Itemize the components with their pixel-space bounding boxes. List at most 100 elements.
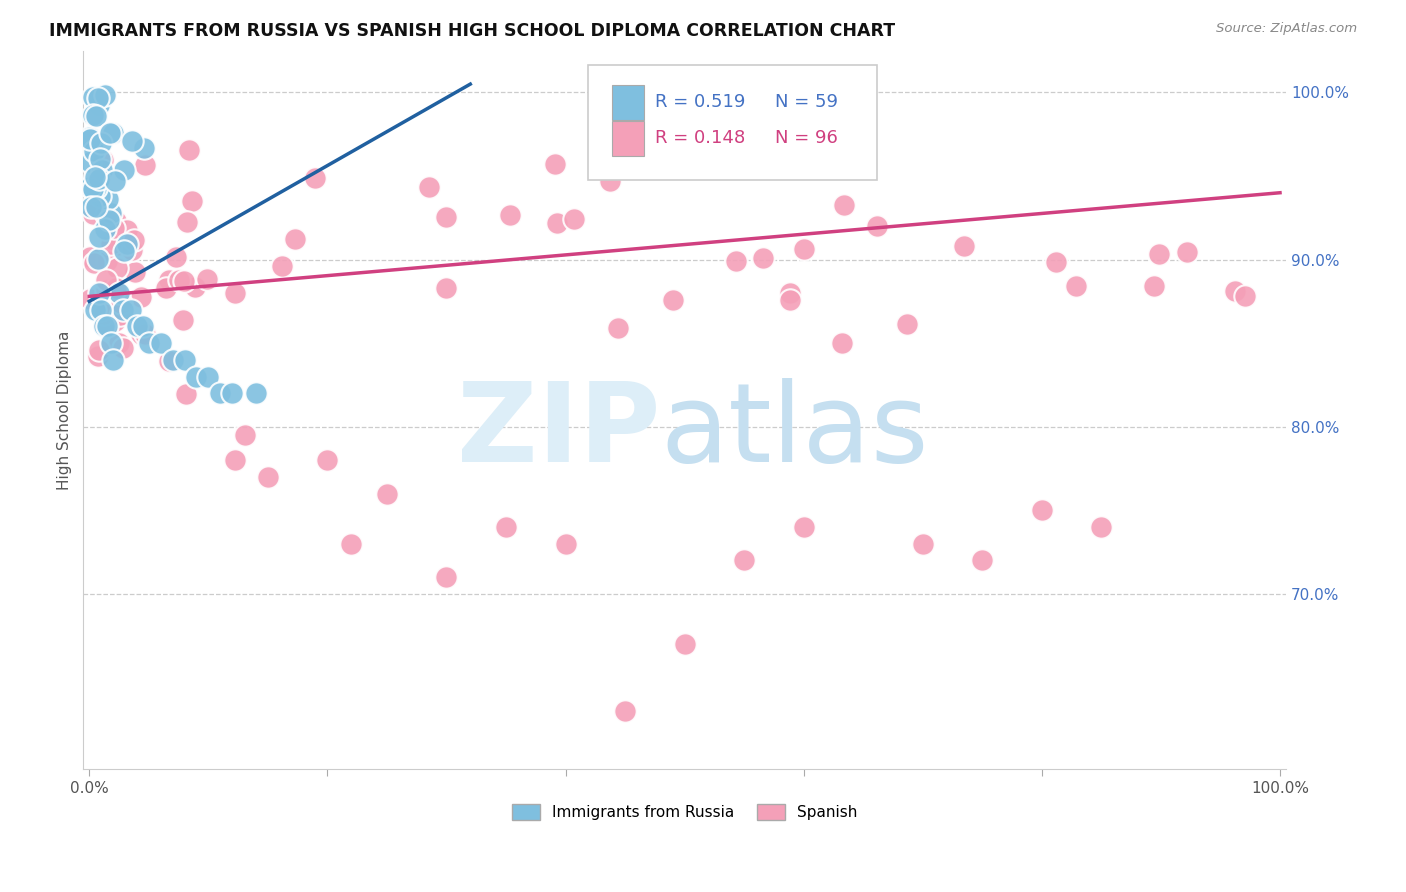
Point	[89, 152, 111, 166]
Point	[896, 317, 918, 331]
Point	[84, 180, 107, 194]
Point	[87, 230, 110, 244]
Point	[173, 352, 195, 367]
Point	[82, 108, 104, 122]
Point	[607, 321, 630, 335]
Point	[90, 302, 112, 317]
FancyBboxPatch shape	[589, 65, 877, 180]
Point	[155, 281, 177, 295]
Point	[82, 207, 104, 221]
Point	[173, 274, 195, 288]
Point	[1045, 255, 1067, 269]
Point	[134, 158, 156, 172]
Point	[96, 254, 118, 268]
Point	[94, 88, 117, 103]
Point	[87, 252, 110, 267]
Point	[1090, 520, 1112, 534]
Point	[770, 133, 793, 147]
Point	[316, 453, 339, 467]
Point	[83, 256, 105, 270]
Point	[436, 210, 458, 224]
Point	[108, 285, 131, 300]
Point	[89, 174, 111, 188]
Point	[82, 89, 104, 103]
Point	[91, 163, 114, 178]
Point	[1143, 278, 1166, 293]
Point	[82, 182, 104, 196]
Point	[1175, 244, 1198, 259]
Point	[673, 637, 696, 651]
Point	[104, 314, 127, 328]
Point	[79, 155, 101, 169]
Point	[614, 704, 637, 718]
Point	[953, 238, 976, 252]
Point	[105, 238, 128, 252]
Point	[103, 221, 125, 235]
Point	[100, 205, 122, 219]
Y-axis label: High School Diploma: High School Diploma	[58, 330, 72, 490]
Point	[90, 136, 112, 151]
Point	[79, 251, 101, 265]
Point	[117, 236, 139, 251]
Point	[165, 250, 187, 264]
Point	[245, 386, 267, 401]
FancyBboxPatch shape	[613, 85, 644, 120]
Point	[84, 109, 107, 123]
Point	[111, 302, 134, 317]
Point	[340, 537, 363, 551]
Point	[121, 134, 143, 148]
Text: N = 59: N = 59	[775, 94, 838, 112]
Point	[375, 486, 398, 500]
Point	[83, 182, 105, 196]
Point	[176, 215, 198, 229]
Point	[167, 273, 190, 287]
Point	[80, 200, 103, 214]
Point	[93, 307, 115, 321]
Point	[157, 354, 180, 368]
Point	[181, 194, 204, 208]
Legend: Immigrants from Russia, Spanish: Immigrants from Russia, Spanish	[506, 797, 863, 826]
Point	[1147, 247, 1170, 261]
Point	[115, 223, 138, 237]
Point	[235, 428, 257, 442]
Point	[83, 145, 105, 159]
Point	[111, 342, 134, 356]
Point	[89, 343, 111, 357]
Point	[98, 126, 121, 140]
Text: Source: ZipAtlas.com: Source: ZipAtlas.com	[1216, 22, 1357, 36]
Point	[779, 293, 801, 307]
Point	[221, 386, 243, 401]
Point	[97, 193, 120, 207]
Point	[972, 553, 994, 567]
Point	[599, 174, 621, 188]
Point	[132, 140, 155, 154]
Point	[94, 208, 117, 222]
Point	[79, 180, 101, 194]
Point	[125, 319, 148, 334]
Point	[162, 352, 184, 367]
Point	[1234, 289, 1257, 303]
Point	[79, 130, 101, 145]
Point	[104, 174, 127, 188]
Point	[132, 319, 155, 334]
Point	[124, 265, 146, 279]
Point	[499, 208, 522, 222]
Point	[89, 98, 111, 112]
Point	[104, 214, 127, 228]
FancyBboxPatch shape	[613, 121, 644, 156]
Text: N = 96: N = 96	[775, 129, 838, 147]
Point	[149, 336, 172, 351]
Point	[436, 281, 458, 295]
Point	[544, 157, 567, 171]
Point	[724, 253, 747, 268]
Point	[87, 285, 110, 300]
Point	[138, 336, 160, 351]
Point	[101, 352, 124, 367]
Point	[174, 386, 197, 401]
Point	[100, 236, 122, 251]
Point	[546, 216, 568, 230]
Point	[94, 284, 117, 298]
Point	[157, 272, 180, 286]
Point	[866, 219, 889, 234]
Point	[100, 336, 122, 351]
